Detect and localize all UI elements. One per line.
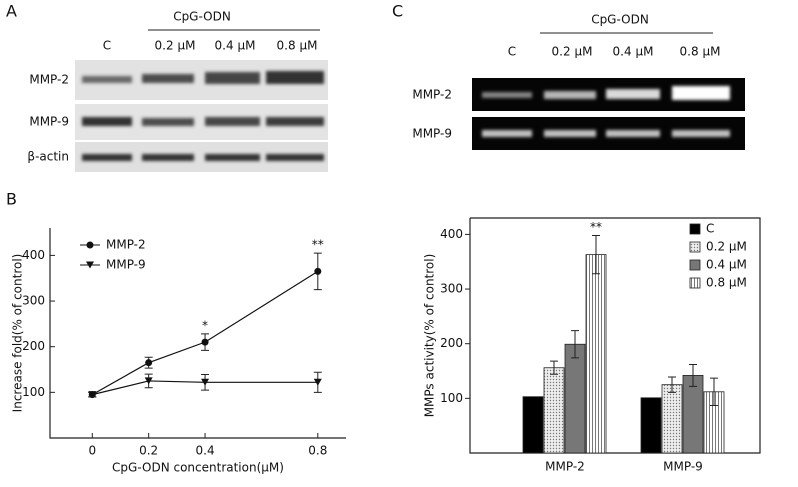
- bar: [543, 367, 565, 454]
- lane-label: C: [508, 45, 516, 59]
- significance: **: [312, 238, 324, 252]
- lane-label: 0.2 μM: [155, 39, 196, 53]
- y-tick-label: 100: [440, 391, 463, 405]
- lane-label: 0.8 μM: [680, 45, 721, 59]
- legend-swatch: [689, 223, 701, 235]
- marker: [313, 378, 322, 386]
- marker: [201, 338, 209, 346]
- legend-swatch: [689, 241, 701, 253]
- x-tick-label: MMP-2: [545, 460, 585, 474]
- x-axis-label: CpG-ODN concentration(μM): [112, 461, 284, 475]
- bar: [522, 396, 544, 454]
- marker: [145, 359, 153, 367]
- legend-label: C: [706, 222, 714, 236]
- line: [92, 380, 318, 396]
- panel-label: A: [6, 2, 17, 21]
- significance: **: [590, 220, 602, 234]
- group-label: CpG-ODN: [591, 13, 649, 27]
- legend-marker: [86, 241, 94, 249]
- row-label: β-actin: [27, 150, 69, 164]
- x-tick-label: 0: [88, 444, 96, 458]
- blot-a: [75, 60, 328, 172]
- y-tick-label: 400: [440, 227, 463, 241]
- lane-label: 0.8 μM: [277, 39, 318, 53]
- lane-label: 0.4 μM: [613, 45, 654, 59]
- error-bar: [689, 363, 697, 387]
- y-tick-label: 400: [22, 248, 45, 262]
- legend-swatch: [689, 277, 701, 289]
- error-bar: [592, 234, 600, 275]
- y-tick-label: 100: [22, 385, 45, 399]
- row-label: MMP-9: [29, 115, 69, 129]
- lane-label: 0.2 μM: [552, 45, 593, 59]
- bar: [640, 397, 662, 454]
- marker: [201, 378, 210, 386]
- lane-label: 0.4 μM: [215, 39, 256, 53]
- bar: [661, 384, 683, 454]
- row-label: MMP-9: [412, 127, 452, 141]
- error-bar: [571, 330, 579, 359]
- error-bar: [550, 360, 558, 375]
- y-tick-label: 200: [440, 336, 463, 350]
- y-tick-label: 300: [440, 282, 463, 296]
- marker: [144, 377, 153, 385]
- panel-label: C: [392, 2, 403, 21]
- bar: [564, 343, 586, 454]
- panel-label: B: [6, 190, 17, 209]
- legend-label: MMP-9: [106, 258, 146, 272]
- x-tick-label: 0.4: [196, 444, 215, 458]
- marker: [88, 391, 97, 399]
- row-label: MMP-2: [29, 73, 69, 87]
- error-bar: [710, 377, 718, 406]
- bar: [585, 254, 607, 454]
- error-bar: [668, 376, 676, 393]
- legend-label: 0.2 μM: [706, 240, 747, 254]
- x-tick-label: 0.2: [139, 444, 158, 458]
- legend-swatch: [689, 259, 701, 271]
- x-tick-label: 0.8: [308, 444, 327, 458]
- y-tick-label: 200: [22, 339, 45, 353]
- axes: [49, 228, 346, 439]
- significance: *: [202, 318, 208, 332]
- lane-label: C: [103, 39, 111, 53]
- group-label: CpG-ODN: [173, 10, 231, 24]
- marker: [314, 267, 322, 275]
- line: [91, 270, 319, 396]
- legend-label: MMP-2: [106, 238, 146, 252]
- axes: [469, 217, 761, 454]
- y-axis-label: Increase fold(% of control): [11, 254, 25, 413]
- legend-marker: [86, 261, 94, 269]
- row-label: MMP-2: [412, 88, 452, 102]
- bar: [682, 374, 704, 454]
- blot-c: [472, 78, 745, 150]
- x-tick-label: MMP-9: [663, 460, 703, 474]
- y-axis-label: MMPs activity(% of control): [423, 254, 437, 418]
- y-tick-label: 300: [22, 294, 45, 308]
- legend-label: 0.8 μM: [706, 276, 747, 290]
- legend-label: 0.4 μM: [706, 258, 747, 272]
